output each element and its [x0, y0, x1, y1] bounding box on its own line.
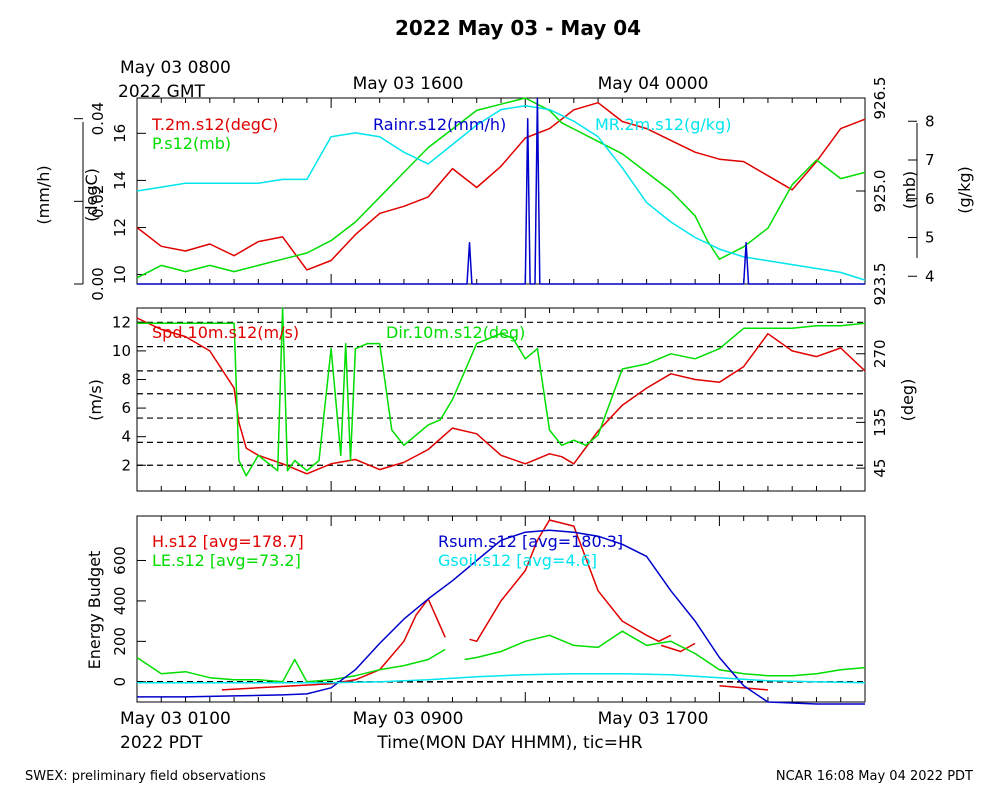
temp-tick-label: 16 [111, 124, 129, 143]
chart-title: 2022 May 03 - May 04 [395, 16, 641, 40]
top-time-label-2: May 03 1600 [353, 74, 464, 94]
spd-tick-label: 8 [121, 370, 131, 388]
legend-entry: Rainr.s12(mm/h) [373, 115, 506, 134]
series-line [136, 97, 866, 279]
series-line [660, 642, 696, 653]
grid-layer [137, 321, 865, 683]
pres-axis-label: (mb) [900, 171, 919, 209]
rain-axis-label: (mm/h) [34, 165, 53, 224]
dir-tick-label: 45 [871, 459, 889, 478]
legend-entry: P.s12(mb) [152, 134, 231, 153]
footer-left: SWEX: preliminary field observations [25, 769, 266, 784]
series-line [137, 529, 865, 705]
mr-tick-label: 7 [925, 151, 935, 169]
temp-tick-label: 10 [111, 265, 129, 284]
mr-tick-label: 5 [925, 229, 935, 247]
legend-entry: Rsum.s12 [avg=180.3] [438, 532, 623, 551]
legend-entry: Gsoil.s12 [avg=4.6] [438, 551, 597, 570]
mr-tick-label: 8 [925, 112, 935, 130]
series-line [136, 101, 866, 271]
series-line [137, 307, 866, 477]
legend-layer: T.2m.s12(degC)P.s12(mb) Rainr.s12(mm/h) MR… [151, 115, 731, 570]
footer-right: NCAR 16:08 May 04 2022 PDT [776, 769, 973, 784]
mr-tick-label: 4 [925, 267, 935, 285]
legend-entry: LE.s12 [avg=73.2] [152, 551, 301, 570]
mr-tick-label: 6 [925, 190, 935, 208]
spd-tick-label: 6 [121, 399, 131, 417]
legend-entry: MR.2m.s12(g/kg) [595, 115, 731, 134]
series-line [221, 598, 446, 691]
series-line [464, 630, 866, 677]
rain-tick-label: 0.02 [89, 185, 107, 218]
series-line [137, 672, 866, 684]
bottom-time-label-1a: May 03 0100 [120, 709, 231, 729]
energy-tick-label: 0 [111, 677, 129, 687]
rain-tick-label: 0.00 [89, 267, 107, 300]
dir-tick-label: 135 [871, 408, 889, 437]
temp-axis-label: (degC) [82, 168, 101, 222]
spd-axis-label: (m/s) [86, 379, 105, 421]
energy-tick-label: 400 [111, 587, 129, 616]
energy-tick-label: 200 [111, 627, 129, 656]
bottom-time-label-2: May 03 0900 [353, 709, 464, 729]
legend-entry: Dir.10m.s12(deg) [386, 323, 525, 342]
pres-tick-label: 926.5 [871, 77, 889, 120]
series-line [719, 685, 768, 691]
legend-entry: Spd.10m.s12(m/s) [152, 323, 299, 342]
spd-tick-label: 2 [121, 456, 131, 474]
rain-tick-label: 0.04 [89, 102, 107, 135]
x-axis-label: Time(MON DAY HHMM), tic=HR [376, 733, 642, 753]
mr-axis-label: (g/kg) [955, 166, 974, 213]
temp-tick-label: 14 [111, 171, 129, 190]
spd-tick-label: 4 [121, 428, 131, 446]
series-line [136, 104, 866, 281]
bottom-time-label-1b: 2022 PDT [120, 733, 203, 753]
pres-tick-label: 923.5 [871, 263, 889, 306]
top-time-label-1a: May 03 0800 [120, 58, 231, 78]
pres-tick-label: 925.0 [871, 170, 889, 213]
series-line [137, 97, 865, 285]
series-line [136, 648, 446, 683]
legend-entry: H.s12 [avg=178.7] [152, 532, 304, 551]
legend-entry: T.2m.s12(degC) [151, 115, 278, 134]
tick-layer: 0.000.020.0410121416923.5925.0926.545678… [74, 77, 935, 702]
top-time-label-1b: 2022 GMT [118, 82, 206, 102]
series-line [469, 519, 672, 643]
dir-tick-label: 270 [871, 339, 889, 368]
top-time-label-3: May 04 0000 [598, 74, 709, 94]
spd-tick-label: 12 [112, 313, 131, 331]
series-line [136, 317, 866, 475]
energy-tick-label: 600 [111, 546, 129, 575]
series-layer [136, 97, 866, 705]
bottom-time-label-3: May 03 1700 [598, 709, 709, 729]
energy-axis-label: Energy Budget [85, 551, 104, 670]
dir-axis-label: (deg) [898, 379, 917, 422]
spd-tick-label: 10 [112, 342, 131, 360]
temp-tick-label: 12 [111, 218, 129, 237]
